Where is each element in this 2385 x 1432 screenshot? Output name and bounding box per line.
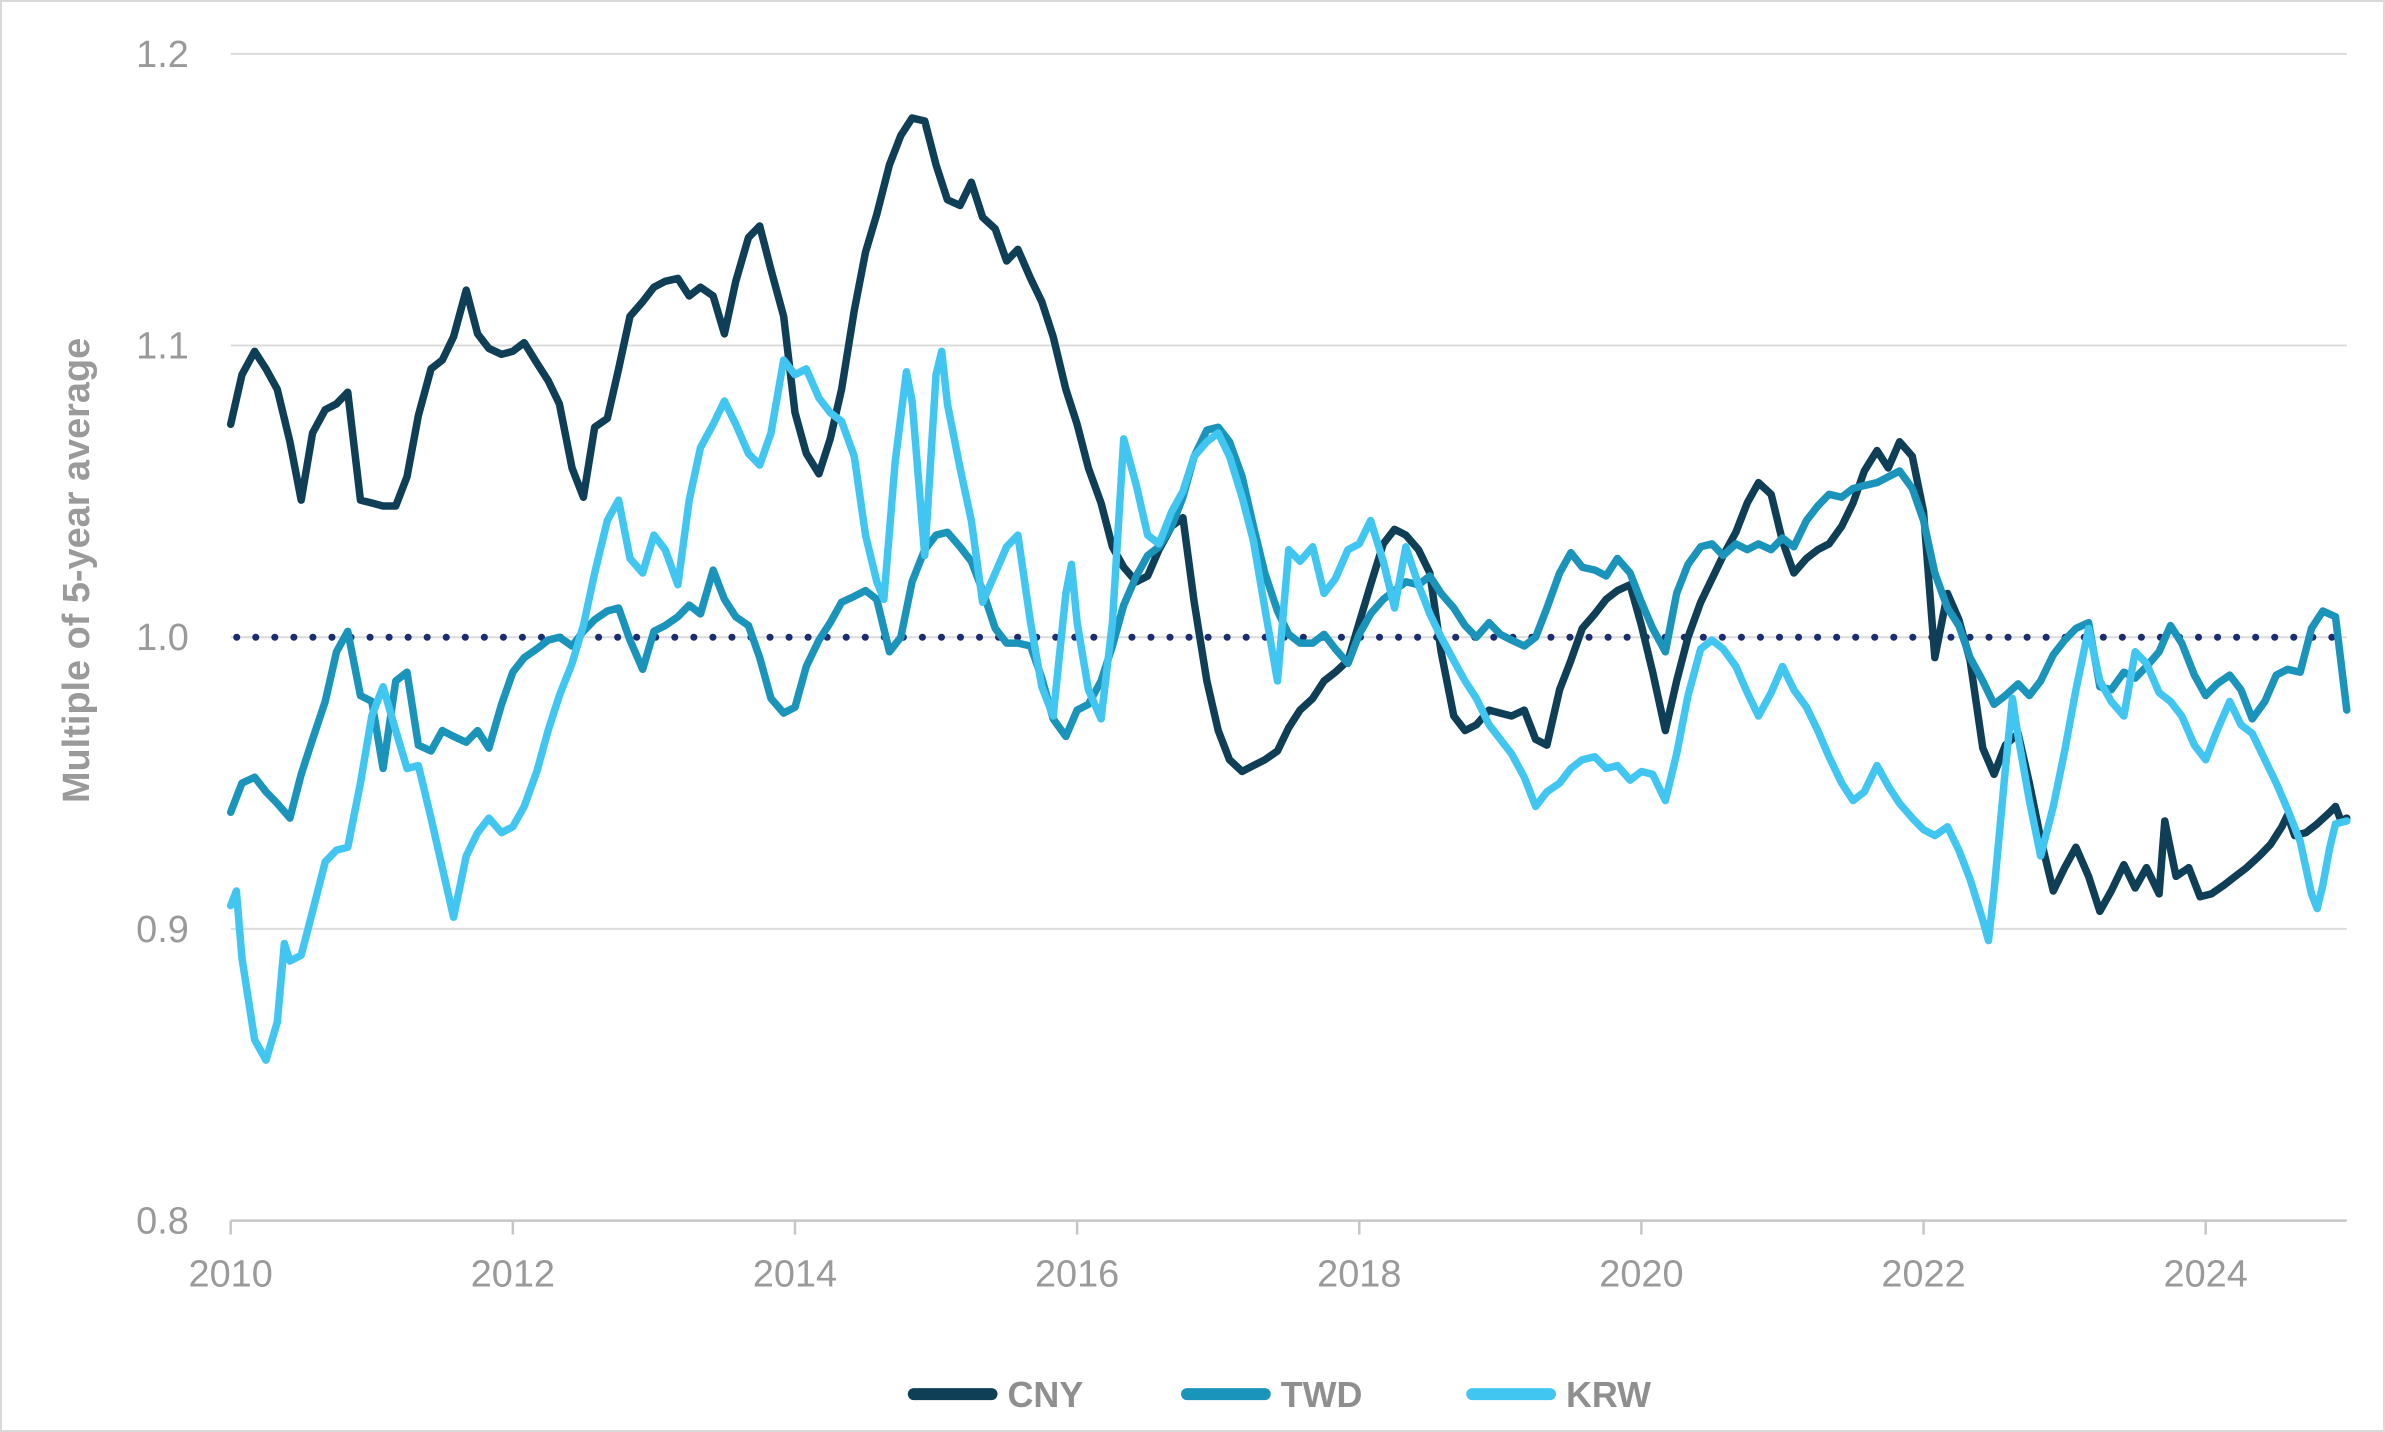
x-tick-label: 2022 xyxy=(1881,1253,1965,1295)
legend-item-twd: TWD xyxy=(1181,1375,1363,1415)
y-axis-title: Multiple of 5-year average xyxy=(56,338,98,803)
y-tick-label: 1.2 xyxy=(136,34,189,76)
y-tick-label: 0.9 xyxy=(136,909,189,951)
legend-item-krw: KRW xyxy=(1466,1375,1651,1415)
x-tick-label: 2024 xyxy=(2164,1253,2248,1295)
series-line-krw xyxy=(226,347,2351,1064)
x-tick-label: 2010 xyxy=(189,1253,273,1295)
legend: CNY TWD KRW xyxy=(907,1375,1651,1415)
y-axis: 0.8 0.9 1.0 1.1 1.2 xyxy=(136,34,189,1243)
legend-label-twd: TWD xyxy=(1281,1375,1363,1415)
legend-item-cny: CNY xyxy=(907,1375,1084,1415)
legend-label-krw: KRW xyxy=(1566,1375,1651,1415)
y-tick-label: 0.8 xyxy=(136,1201,189,1243)
x-axis: 2010 2012 2014 2016 2018 2020 2022 2024 xyxy=(189,1220,2248,1295)
y-tick-label: 1.0 xyxy=(136,617,189,659)
series-lines xyxy=(226,114,2351,1064)
x-tick-label: 2018 xyxy=(1317,1253,1401,1295)
y-tick-label: 1.1 xyxy=(136,326,189,368)
series-line-twd xyxy=(226,423,2351,822)
x-tick-label: 2016 xyxy=(1035,1253,1119,1295)
legend-label-cny: CNY xyxy=(1008,1375,1084,1415)
x-tick-label: 2012 xyxy=(471,1253,555,1295)
x-tick-label: 2020 xyxy=(1599,1253,1683,1295)
x-tick-label: 2014 xyxy=(753,1253,837,1295)
